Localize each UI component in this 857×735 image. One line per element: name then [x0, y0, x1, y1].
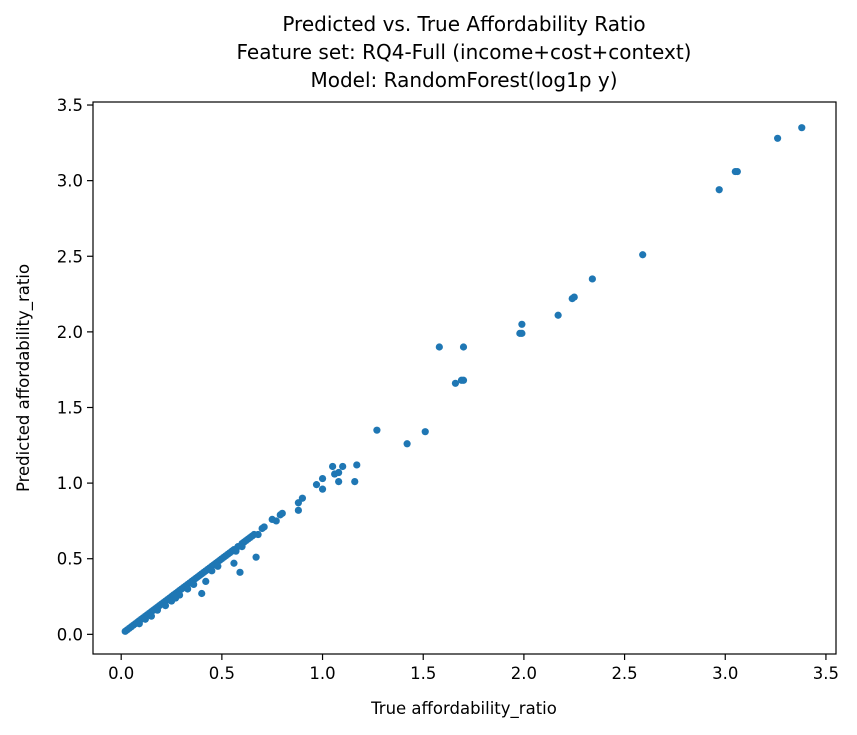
data-point [435, 343, 443, 351]
y-tick-label: 1.5 [57, 398, 83, 417]
data-point [214, 562, 222, 570]
chart-title-line-2: Feature set: RQ4-Full (income+cost+conte… [237, 40, 692, 64]
data-point [208, 567, 216, 575]
x-tick-label: 3.0 [712, 664, 738, 683]
y-tick-label: 1.0 [57, 474, 83, 493]
data-point [190, 580, 198, 589]
x-tick-label: 0.0 [108, 664, 134, 683]
data-point [236, 568, 244, 576]
chart-title-line-3: Model: RandomForest(log1p y) [310, 68, 617, 92]
x-axis-label: True affordability_ratio [370, 699, 557, 719]
data-point [518, 329, 526, 337]
data-point [238, 543, 246, 551]
y-tick-label: 0.5 [57, 550, 83, 569]
y-tick-label: 3.5 [57, 96, 83, 115]
data-point [570, 293, 578, 301]
x-tick-label: 1.0 [309, 664, 335, 683]
data-point [254, 530, 262, 539]
data-point [421, 428, 429, 436]
data-point [278, 509, 286, 517]
x-axis-ticks: 0.0 0.5 1.0 1.5 2.0 2.5 3.0 3.5 [108, 654, 839, 683]
data-point [351, 477, 359, 486]
data-point [733, 167, 741, 176]
data-point [147, 612, 155, 620]
data-point [252, 553, 260, 561]
data-point [312, 481, 321, 489]
data-point [230, 559, 238, 567]
data-point [639, 251, 647, 259]
data-point [335, 468, 343, 477]
data-point [451, 379, 460, 387]
data-point [774, 134, 782, 142]
data-point [459, 343, 468, 351]
data-point [135, 620, 143, 628]
data-point [715, 186, 723, 194]
data-point [260, 523, 268, 531]
y-axis-ticks: 0.0 0.5 1.0 1.5 2.0 2.5 3.0 3.5 [57, 96, 93, 644]
y-tick-label: 2.5 [57, 247, 83, 266]
data-point [153, 606, 162, 614]
data-point [329, 462, 337, 471]
y-axis-label: Predicted affordability_ratio [14, 264, 34, 492]
x-tick-label: 2.5 [611, 664, 637, 683]
x-tick-label: 1.5 [410, 664, 436, 683]
y-tick-label: 2.0 [57, 323, 83, 342]
data-point [141, 615, 149, 623]
y-tick-label: 3.0 [57, 172, 83, 191]
data-point [554, 311, 562, 319]
data-point [232, 547, 240, 555]
data-point [161, 602, 170, 610]
data-point [198, 589, 206, 598]
data-point [335, 477, 343, 486]
data-point [459, 376, 468, 384]
x-tick-label: 3.5 [813, 664, 839, 683]
x-tick-label: 2.0 [511, 664, 537, 683]
y-tick-label: 0.0 [57, 625, 83, 644]
plot-area-frame [92, 101, 837, 655]
data-point [171, 594, 180, 602]
x-tick-label: 0.5 [209, 664, 235, 683]
data-point [403, 440, 411, 448]
data-point [202, 577, 210, 586]
data-point [373, 426, 381, 434]
data-point [339, 462, 347, 471]
data-point [318, 474, 327, 483]
data-point [798, 124, 806, 132]
data-point [272, 517, 280, 525]
data-point [298, 494, 307, 502]
data-point [184, 585, 192, 593]
data-point [588, 275, 596, 283]
data-point [518, 320, 526, 328]
chart-title-line-1: Predicted vs. True Affordability Ratio [282, 12, 645, 36]
data-point [294, 506, 302, 514]
data-point [318, 485, 327, 493]
data-point [353, 461, 361, 469]
data-points-layer [121, 124, 806, 635]
